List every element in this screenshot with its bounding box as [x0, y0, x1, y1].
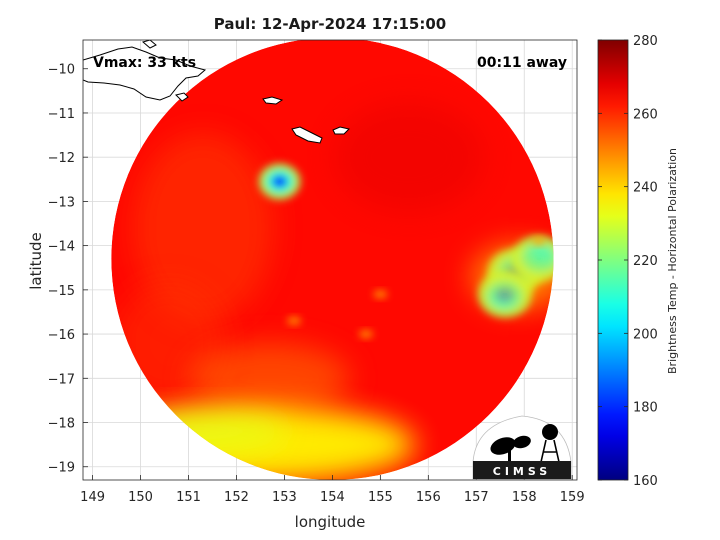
logo-text: CIMSS [493, 465, 551, 478]
swath-layer [83, 40, 554, 480]
colorbar-tick-label: 160 [633, 474, 658, 489]
colorbar-tick-label: 200 [633, 327, 658, 342]
x-tick-label: 152 [224, 490, 249, 505]
warm-region [190, 343, 351, 414]
x-tick-label: 158 [512, 490, 537, 505]
y-tick-label: −19 [48, 461, 75, 476]
coastline [291, 126, 323, 144]
speck [358, 330, 373, 339]
coastline [262, 96, 284, 105]
colorbar-tick-label: 240 [633, 181, 658, 196]
x-tick-label: 156 [416, 490, 441, 505]
cool-region [132, 132, 273, 323]
colorbar-tick-label: 260 [633, 107, 658, 122]
colorbar [597, 39, 629, 481]
y-tick-label: −15 [48, 284, 75, 299]
tower-legs [540, 439, 560, 463]
coastline [332, 126, 350, 135]
x-tick-label: 157 [464, 490, 489, 505]
x-tick-label: 154 [320, 490, 345, 505]
y-tick-label: −11 [48, 107, 75, 122]
y-tick-label: −13 [48, 195, 75, 210]
x-tick-label: 155 [368, 490, 393, 505]
chart-title: Paul: 12-Apr-2024 17:15:00 [214, 15, 446, 33]
speck [531, 237, 546, 246]
coastline [83, 46, 207, 101]
water-tower-icon [542, 424, 558, 440]
cimss-logo: CIMSS [472, 415, 572, 480]
vmax-annotation: Vmax: 33 kts [93, 55, 196, 71]
colorbar-tick-label: 180 [633, 401, 658, 416]
coastlines [83, 40, 350, 144]
y-axis-label: latitude [27, 232, 45, 290]
warm-region [334, 102, 485, 213]
x-axis: 149 150 151 152 153 154 155 156 157 158 159 [80, 475, 585, 505]
x-tick-label: 153 [272, 490, 297, 505]
speck [287, 316, 302, 325]
y-tick-label: −14 [48, 240, 75, 255]
time-away-annotation: 00:11 away [477, 55, 567, 71]
logo-banner [473, 461, 571, 479]
convective-cell [258, 163, 301, 200]
axes-frame [82, 39, 578, 481]
colorbar-tick-label: 280 [633, 34, 658, 49]
speck [373, 290, 388, 299]
y-tick-label: −16 [48, 328, 75, 343]
x-tick-label: 149 [80, 490, 105, 505]
coastline [175, 92, 189, 102]
y-tick-label: −12 [48, 151, 75, 166]
x-tick-label: 151 [176, 490, 201, 505]
colorbar-tick-label: 220 [633, 254, 658, 269]
y-tick-label: −10 [48, 63, 75, 78]
colorbar-label: Brightness Temp - Horizontal Polarizatio… [666, 148, 679, 374]
colorbar-ticks: 160 180 200 220 240 260 280 [598, 34, 658, 489]
y-tick-label: −18 [48, 417, 75, 432]
x-tick-label: 159 [560, 490, 585, 505]
x-tick-label: 150 [128, 490, 153, 505]
coastline [141, 40, 157, 49]
satellite-dish-small-icon [513, 435, 531, 449]
dish-mast [508, 448, 511, 462]
y-tick-label: −17 [48, 372, 75, 387]
y-axis: −10 −11 −12 −13 −14 −15 −16 −17 −18 −19 [48, 63, 88, 476]
x-axis-label: longitude [295, 513, 366, 531]
eastern-cluster-glow [471, 244, 554, 309]
